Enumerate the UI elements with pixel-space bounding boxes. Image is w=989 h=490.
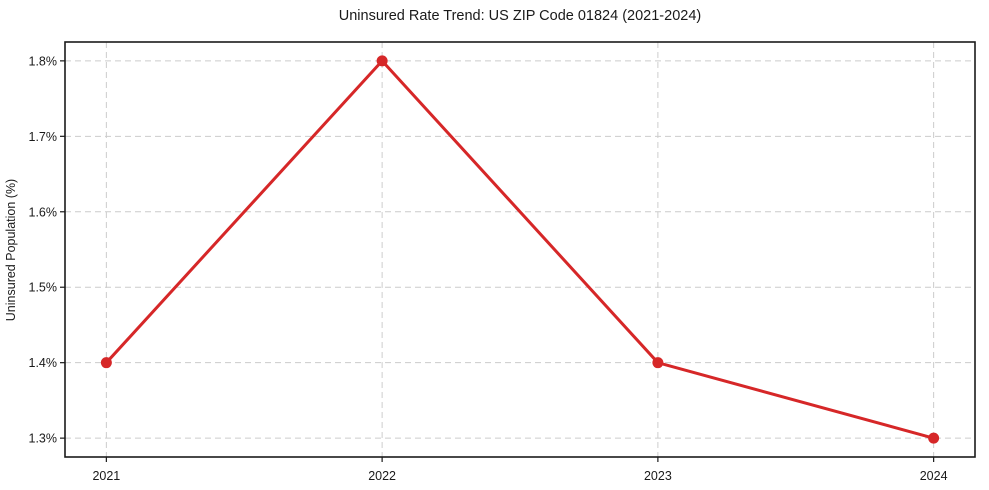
y-tick-label: 1.4% (29, 356, 58, 370)
x-tick-label: 2024 (920, 469, 948, 483)
y-tick-label: 1.6% (29, 205, 58, 219)
plot-border (64, 41, 976, 458)
x-tick-label: 2021 (92, 469, 120, 483)
data-point-2021 (100, 357, 112, 369)
grid-layer (65, 42, 975, 457)
data-point-2022 (376, 55, 388, 67)
data-point-2023 (652, 357, 664, 369)
series-layer (100, 55, 940, 444)
trend-line (104, 59, 936, 440)
y-tick-label: 1.7% (29, 130, 58, 144)
data-point-2024 (928, 432, 940, 444)
y-tick-label: 1.3% (29, 432, 58, 446)
x-tick-label: 2023 (644, 469, 672, 483)
axis-layer: 1.3% 1.4% 1.5% 1.6% 1.7% 1.8% 2021 2022 2023 2024 (29, 41, 976, 483)
y-tick-label: 1.5% (29, 281, 58, 295)
y-tick-label: 1.8% (29, 54, 58, 68)
x-tick-label: 2022 (368, 469, 396, 483)
y-axis-label: Uninsured Population (%) (4, 179, 18, 321)
chart-title: Uninsured Rate Trend: US ZIP Code 01824 … (339, 8, 701, 24)
